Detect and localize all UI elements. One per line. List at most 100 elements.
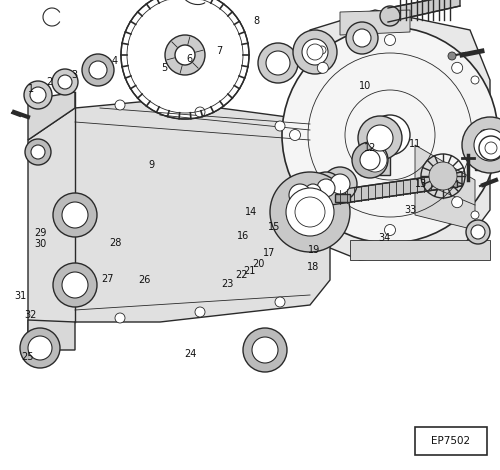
Circle shape <box>452 196 462 208</box>
Circle shape <box>363 148 387 172</box>
Text: 18: 18 <box>307 262 319 272</box>
Text: 30: 30 <box>34 239 46 250</box>
Text: 10: 10 <box>359 80 371 91</box>
Circle shape <box>275 297 285 307</box>
Circle shape <box>384 34 396 46</box>
Circle shape <box>299 178 327 206</box>
Circle shape <box>471 76 479 84</box>
Text: 19: 19 <box>308 245 320 255</box>
Circle shape <box>293 30 337 74</box>
Circle shape <box>31 145 45 159</box>
Circle shape <box>471 211 479 219</box>
Text: 6: 6 <box>186 54 192 64</box>
Circle shape <box>195 307 205 317</box>
Circle shape <box>252 337 278 363</box>
Circle shape <box>282 177 318 213</box>
Text: 23: 23 <box>221 279 233 289</box>
Circle shape <box>302 39 328 65</box>
Circle shape <box>448 52 456 60</box>
Circle shape <box>121 0 249 119</box>
Text: 17: 17 <box>263 248 275 258</box>
Text: 27: 27 <box>101 274 114 284</box>
Polygon shape <box>28 100 330 350</box>
Circle shape <box>295 197 325 227</box>
Circle shape <box>175 45 195 65</box>
Text: 8: 8 <box>253 16 259 26</box>
Circle shape <box>266 51 290 75</box>
Circle shape <box>24 81 52 109</box>
Polygon shape <box>415 145 475 230</box>
Circle shape <box>462 117 500 173</box>
Circle shape <box>62 202 88 228</box>
Circle shape <box>28 336 52 360</box>
Circle shape <box>258 43 298 83</box>
Circle shape <box>370 115 410 155</box>
Text: 15: 15 <box>268 222 280 233</box>
Text: 4: 4 <box>112 56 118 66</box>
Circle shape <box>323 167 357 201</box>
Text: EP7502: EP7502 <box>432 436 470 446</box>
Circle shape <box>479 136 500 160</box>
Circle shape <box>310 172 342 204</box>
Circle shape <box>282 27 498 243</box>
Circle shape <box>115 100 125 110</box>
Text: 34: 34 <box>378 233 390 243</box>
Circle shape <box>471 225 485 239</box>
Circle shape <box>89 61 107 79</box>
Circle shape <box>289 184 311 206</box>
Bar <box>445 180 457 187</box>
Circle shape <box>30 87 46 103</box>
Circle shape <box>290 130 300 141</box>
Polygon shape <box>28 92 75 140</box>
Circle shape <box>480 130 490 141</box>
Circle shape <box>165 35 205 75</box>
Bar <box>415 427 487 455</box>
Circle shape <box>307 44 323 60</box>
Text: 26: 26 <box>138 275 150 285</box>
Circle shape <box>318 196 328 208</box>
Circle shape <box>429 162 457 190</box>
Circle shape <box>318 46 326 54</box>
Circle shape <box>243 328 287 372</box>
Circle shape <box>305 184 321 200</box>
Text: 11: 11 <box>409 139 421 149</box>
Polygon shape <box>310 172 462 208</box>
Circle shape <box>466 220 490 244</box>
Text: 24: 24 <box>184 349 196 360</box>
Polygon shape <box>310 10 490 260</box>
Circle shape <box>367 125 393 151</box>
Text: 21: 21 <box>243 266 255 276</box>
Circle shape <box>53 193 97 237</box>
Text: 16: 16 <box>237 231 249 241</box>
Circle shape <box>52 69 78 95</box>
Circle shape <box>380 6 400 26</box>
Bar <box>335 194 350 202</box>
Circle shape <box>53 263 97 307</box>
Text: 2: 2 <box>46 77 52 87</box>
Circle shape <box>58 75 72 89</box>
Text: 22: 22 <box>235 270 248 281</box>
Circle shape <box>474 129 500 161</box>
Text: 7: 7 <box>216 46 222 56</box>
Circle shape <box>353 29 371 47</box>
Bar <box>475 125 500 170</box>
Circle shape <box>317 179 335 197</box>
Text: 29: 29 <box>34 227 46 238</box>
Circle shape <box>485 142 497 154</box>
Circle shape <box>330 174 350 194</box>
Circle shape <box>352 142 388 178</box>
Circle shape <box>115 313 125 323</box>
Text: 32: 32 <box>24 310 36 320</box>
Polygon shape <box>340 10 410 35</box>
Text: 3: 3 <box>71 70 77 80</box>
Circle shape <box>318 63 328 73</box>
Circle shape <box>195 107 205 117</box>
Text: 13: 13 <box>415 179 427 189</box>
Circle shape <box>275 121 285 131</box>
Circle shape <box>318 221 326 229</box>
Circle shape <box>358 116 402 160</box>
Polygon shape <box>350 240 490 260</box>
Text: 33: 33 <box>404 204 416 215</box>
Text: 1: 1 <box>28 84 34 94</box>
Circle shape <box>346 22 378 54</box>
